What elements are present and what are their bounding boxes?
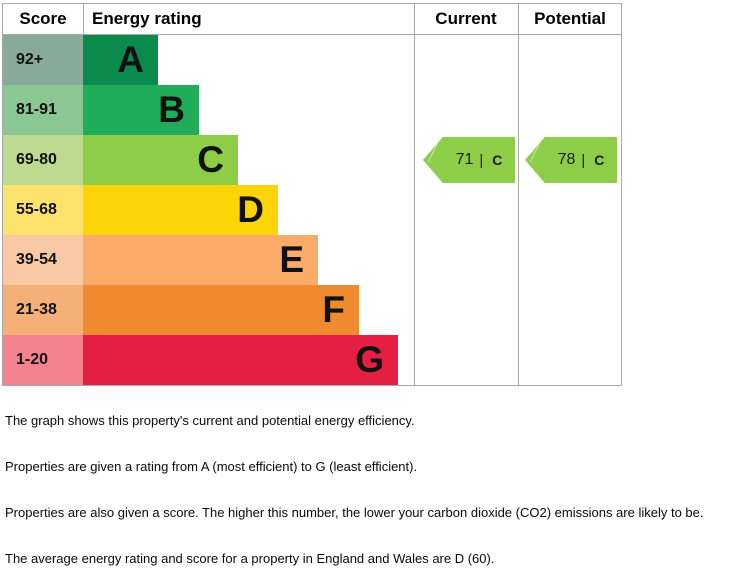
current-score-value: 71 xyxy=(455,151,474,168)
score-range-c: 69-80 xyxy=(3,135,83,185)
score-range-g: 1-20 xyxy=(3,335,83,385)
score-column-header: Score xyxy=(19,9,67,28)
rating-bar-e: E xyxy=(83,235,318,285)
header-divider xyxy=(3,34,621,35)
energy-rating-column-header: Energy rating xyxy=(92,9,202,28)
footnote-rating-scale: Properties are given a rating from A (mo… xyxy=(5,459,418,474)
current-column-header: Current xyxy=(435,9,497,28)
potential-column-header: Potential xyxy=(534,9,606,28)
footnote-average: The average energy rating and score for … xyxy=(5,551,495,566)
current-rating-arrow: 71 | C xyxy=(423,137,515,183)
rating-bar-d: D xyxy=(83,185,278,235)
score-range-d: 55-68 xyxy=(3,185,83,235)
current-arrow-separator: | xyxy=(479,151,484,169)
rating-band-row-g: 1-20 G xyxy=(3,335,621,385)
potential-band-letter: C xyxy=(594,152,605,168)
potential-score-value: 78 xyxy=(557,151,576,168)
rating-band-row-d: 55-68 D xyxy=(3,185,621,235)
potential-arrow-separator: | xyxy=(581,151,586,169)
current-band-letter: C xyxy=(492,152,503,168)
score-range-a: 92+ xyxy=(3,35,83,85)
footnote-efficiency: The graph shows this property's current … xyxy=(5,413,415,428)
potential-rating-arrow: 78 | C xyxy=(525,137,617,183)
score-range-f: 21-38 xyxy=(3,285,83,335)
rating-band-row-e: 39-54 E xyxy=(3,235,621,285)
column-divider-current xyxy=(414,4,415,385)
score-range-b: 81-91 xyxy=(3,85,83,135)
explanatory-text: The graph shows this property's current … xyxy=(5,413,735,575)
energy-rating-table: Score Energy rating Current Potential 92… xyxy=(2,3,622,386)
score-range-e: 39-54 xyxy=(3,235,83,285)
rating-bar-g: G xyxy=(83,335,398,385)
rating-band-row-f: 21-38 F xyxy=(3,285,621,335)
rating-bar-a: A xyxy=(83,35,158,85)
rating-bar-b: B xyxy=(83,85,199,135)
rating-band-row-c: 69-80 C xyxy=(3,135,621,185)
column-divider-potential xyxy=(518,4,519,385)
rating-bar-c: C xyxy=(83,135,238,185)
rating-band-row-b: 81-91 B xyxy=(3,85,621,135)
footnote-score-co2: Properties are also given a score. The h… xyxy=(5,505,704,520)
rating-bar-f: F xyxy=(83,285,359,335)
rating-band-row-a: 92+ A xyxy=(3,35,621,85)
